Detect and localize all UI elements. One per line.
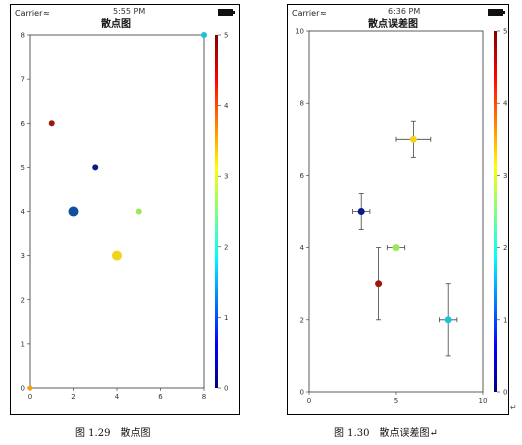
data-point [27,385,33,391]
status-bar: Carrier ≈ 6:36 PM [288,5,508,21]
y-tick-label: 2 [300,316,304,324]
x-tick-label: 6 [158,393,163,401]
colorbar-tick-label: 0 [503,389,507,397]
y-tick-label: 8 [21,32,25,40]
chart-title: 散点误差图 [368,19,418,30]
data-point [444,316,452,324]
colorbar-tick-label: 1 [503,316,507,324]
status-bar: Carrier ≈ 5:55 PM [11,5,239,21]
colorbar-tick-label: 4 [224,102,229,110]
colorbar-tick-label: 3 [503,172,507,180]
y-tick-label: 6 [21,120,26,128]
data-point [201,32,207,38]
battery-icon [218,9,235,16]
data-point [392,244,400,252]
figure-caption: 图 1.30 散点误差图↵ [334,428,438,439]
y-tick-label: 8 [300,100,304,108]
colorbar [494,31,497,392]
figure-caption: 图 1.29 散点图 [75,428,151,439]
y-tick-label: 4 [21,208,26,216]
plot-frame [308,30,484,393]
y-tick-label: 3 [21,252,25,260]
data-point [409,135,417,143]
phone-frame-scatter: Carrier ≈ 5:55 PM 散点图 0 2 4 6 8 0 1 2 3 4 5 6 7 8 0 1 2 3… [10,4,240,415]
x-tick-label: 0 [28,393,32,401]
colorbar [215,35,218,388]
colorbar-tick-label: 5 [503,28,507,36]
errorbar-chart: 0 5 10 0 2 4 6 8 10 0 1 2 3 4 5 [295,28,508,406]
carrier-label: Carrier [15,9,43,18]
x-tick-label: 5 [394,397,398,405]
paragraph-mark: ↵ [510,403,517,412]
colorbar-tick-label: 2 [224,243,228,251]
y-tick-label: 7 [21,76,25,84]
phone-frame-errorbar: Carrier ≈ 6:36 PM 散点误差图 0 5 10 0 2 4 6 8 10 0 1 2 3 4… [287,4,509,415]
colorbar-tick-label: 1 [224,314,228,322]
colorbar-tick-label: 5 [224,32,228,40]
data-point [92,164,99,171]
x-tick-label: 8 [202,393,206,401]
wifi-icon: ≈ [43,9,50,18]
data-point [357,208,365,215]
colorbar-tick-label: 3 [224,173,228,181]
data-point [112,250,122,261]
y-tick-label: 0 [300,389,304,397]
y-tick-label: 6 [300,172,305,180]
data-point [135,208,142,215]
battery-icon [488,9,505,16]
data-point [48,120,55,127]
data-point [375,280,383,288]
x-tick-label: 2 [71,393,75,401]
plot-frame [29,34,205,389]
data-point [68,206,79,217]
colorbar-tick-label: 2 [503,244,507,252]
x-tick-label: 4 [115,393,120,401]
colorbar-tick-label: 0 [224,385,228,393]
y-tick-label: 4 [300,244,305,252]
status-time: 6:36 PM [388,7,421,16]
x-tick-label: 0 [307,397,311,405]
y-tick-label: 0 [21,385,25,393]
y-tick-label: 2 [21,296,25,304]
y-tick-label: 10 [295,28,304,36]
wifi-icon: ≈ [320,9,327,18]
status-time: 5:55 PM [113,7,146,16]
scatter-chart: 0 2 4 6 8 0 1 2 3 4 5 6 7 8 0 1 2 3 4 5 [21,32,229,402]
y-tick-label: 5 [21,164,25,172]
y-tick-label: 1 [21,340,25,348]
colorbar-tick-label: 4 [503,100,508,108]
x-tick-label: 10 [479,397,488,405]
chart-title: 散点图 [101,19,131,30]
carrier-label: Carrier [292,9,320,18]
